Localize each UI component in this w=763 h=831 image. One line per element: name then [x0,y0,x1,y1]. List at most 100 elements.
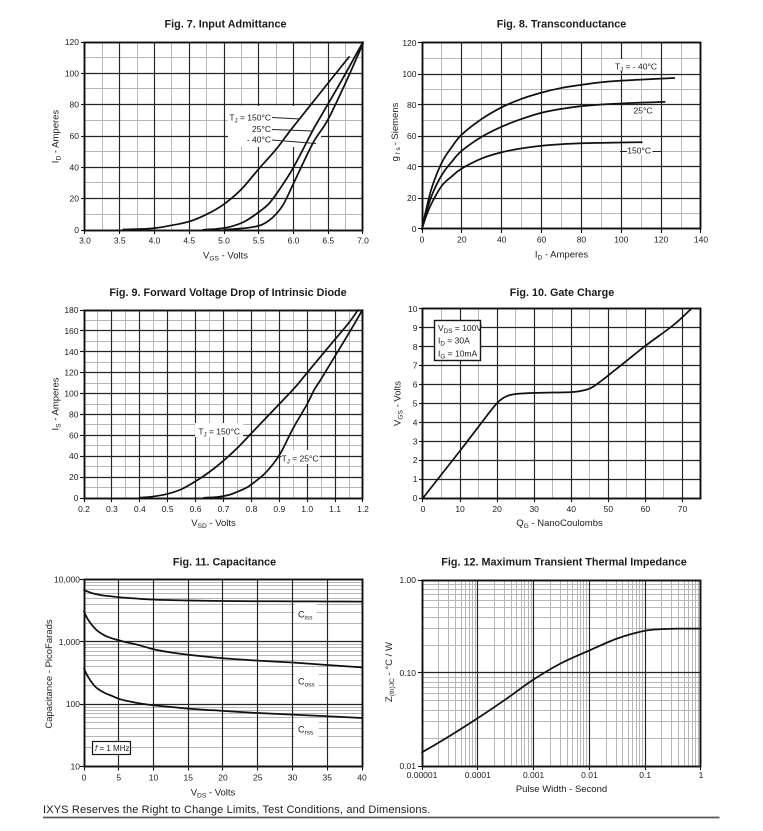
svg-text:70: 70 [678,504,688,514]
svg-text:6: 6 [413,380,418,390]
svg-text:30: 30 [288,773,298,783]
svg-text:Fig. 10. Gate Charge: Fig. 10. Gate Charge [510,287,614,299]
svg-text:1: 1 [413,474,418,484]
svg-text:6.5: 6.5 [322,236,334,246]
svg-text:60: 60 [537,235,547,245]
svg-text:IS - Amperes: IS - Amperes [51,377,63,430]
svg-text:35: 35 [323,773,333,783]
svg-text:25: 25 [253,773,263,783]
svg-text:0: 0 [421,504,426,514]
svg-text:100: 100 [614,235,628,245]
svg-text:80: 80 [70,100,80,110]
svg-text:Pulse Width - Second: Pulse Width - Second [516,784,607,795]
svg-text:1: 1 [699,770,704,780]
svg-text:1,000: 1,000 [59,637,81,647]
svg-text:100: 100 [65,68,79,78]
svg-text:TJ = 25°C: TJ = 25°C [282,454,319,466]
svg-text:20: 20 [492,504,502,514]
svg-text:1.2: 1.2 [357,504,369,514]
svg-text:0.8: 0.8 [245,504,257,514]
svg-text:140: 140 [64,347,78,357]
svg-text:0.001: 0.001 [523,770,545,780]
svg-text:180: 180 [64,305,78,315]
svg-text:0.0001: 0.0001 [465,770,491,780]
svg-text:0: 0 [82,773,87,783]
svg-text:6.0: 6.0 [288,236,300,246]
svg-text:0.01: 0.01 [399,761,416,771]
svg-text:40: 40 [357,773,367,783]
svg-text:150°C: 150°C [627,146,651,156]
svg-text:0.2: 0.2 [78,504,90,514]
svg-text:140: 140 [694,235,708,245]
svg-text:IG = 10mA: IG = 10mA [438,349,478,361]
svg-text:1.1: 1.1 [329,504,341,514]
svg-text:10: 10 [408,304,418,314]
svg-text:10: 10 [149,773,159,783]
svg-text:40: 40 [69,451,79,461]
svg-text:0.10: 0.10 [399,668,416,678]
svg-text:40: 40 [407,162,417,172]
svg-text:120: 120 [654,235,668,245]
svg-text:4: 4 [413,417,418,427]
svg-text:0.7: 0.7 [218,504,230,514]
svg-text:40: 40 [497,235,507,245]
svg-text:160: 160 [64,326,78,336]
svg-text:10,000: 10,000 [54,575,80,585]
svg-text:80: 80 [577,235,587,245]
svg-text:TJ = 150°C: TJ = 150°C [229,113,271,125]
svg-text:3.5: 3.5 [114,236,126,246]
svg-text:0.3: 0.3 [106,504,118,514]
svg-text:Fig. 11. Capacitance: Fig. 11. Capacitance [173,557,276,569]
svg-text:3.0: 3.0 [79,236,91,246]
svg-text:ID = 30A: ID = 30A [438,336,470,348]
svg-text:10: 10 [71,762,81,772]
svg-text:20: 20 [70,194,80,204]
svg-text:0: 0 [74,225,79,235]
svg-text:- 40°C: - 40°C [247,135,271,145]
svg-text:40: 40 [567,504,577,514]
svg-text:5: 5 [413,399,418,409]
svg-text:9: 9 [413,323,418,333]
svg-text:40: 40 [70,162,80,172]
svg-text:4.5: 4.5 [183,236,195,246]
svg-text:f = 1 MHz: f = 1 MHz [95,744,129,753]
svg-text:60: 60 [641,504,651,514]
svg-text:100: 100 [64,389,78,399]
svg-text:20: 20 [407,193,417,203]
svg-text:60: 60 [407,131,417,141]
svg-text:0.4: 0.4 [134,504,146,514]
svg-text:0: 0 [74,493,79,503]
svg-text:15: 15 [184,773,194,783]
svg-text:120: 120 [64,368,78,378]
svg-text:120: 120 [65,37,79,47]
svg-text:100: 100 [402,69,416,79]
svg-text:25°C: 25°C [634,106,653,116]
svg-text:60: 60 [70,131,80,141]
svg-text:7.0: 7.0 [357,236,369,246]
svg-text:30: 30 [529,504,539,514]
svg-text:0: 0 [413,493,418,503]
svg-text:3: 3 [413,436,418,446]
svg-text:0.00001: 0.00001 [407,770,438,780]
svg-text:8: 8 [413,342,418,352]
svg-text:Fig. 7. Input Admittance: Fig. 7. Input Admittance [165,19,287,31]
svg-text:5: 5 [116,773,121,783]
svg-text:120: 120 [402,38,416,48]
svg-text:80: 80 [69,409,79,419]
svg-text:20: 20 [218,773,228,783]
svg-text:5.0: 5.0 [218,236,230,246]
svg-text:QG - NanoCoulombs: QG - NanoCoulombs [516,518,603,530]
svg-text:10: 10 [455,504,465,514]
svg-text:Fig. 12. Maximum Transient The: Fig. 12. Maximum Transient Thermal Imped… [441,557,686,569]
svg-text:0.1: 0.1 [639,770,651,780]
svg-text:VDS = 100V: VDS = 100V [438,323,482,335]
svg-text:Fig. 9. Forward Voltage Drop o: Fig. 9. Forward Voltage Drop of Intrinsi… [109,287,346,299]
svg-text:1.00: 1.00 [399,575,416,585]
svg-text:0: 0 [420,235,425,245]
svg-text:20: 20 [69,472,79,482]
svg-text:0.5: 0.5 [162,504,174,514]
svg-text:5.5: 5.5 [253,236,265,246]
svg-text:ID - Amperes: ID - Amperes [51,110,63,164]
svg-text:ID - Amperes: ID - Amperes [535,250,589,262]
svg-text:80: 80 [407,100,417,110]
